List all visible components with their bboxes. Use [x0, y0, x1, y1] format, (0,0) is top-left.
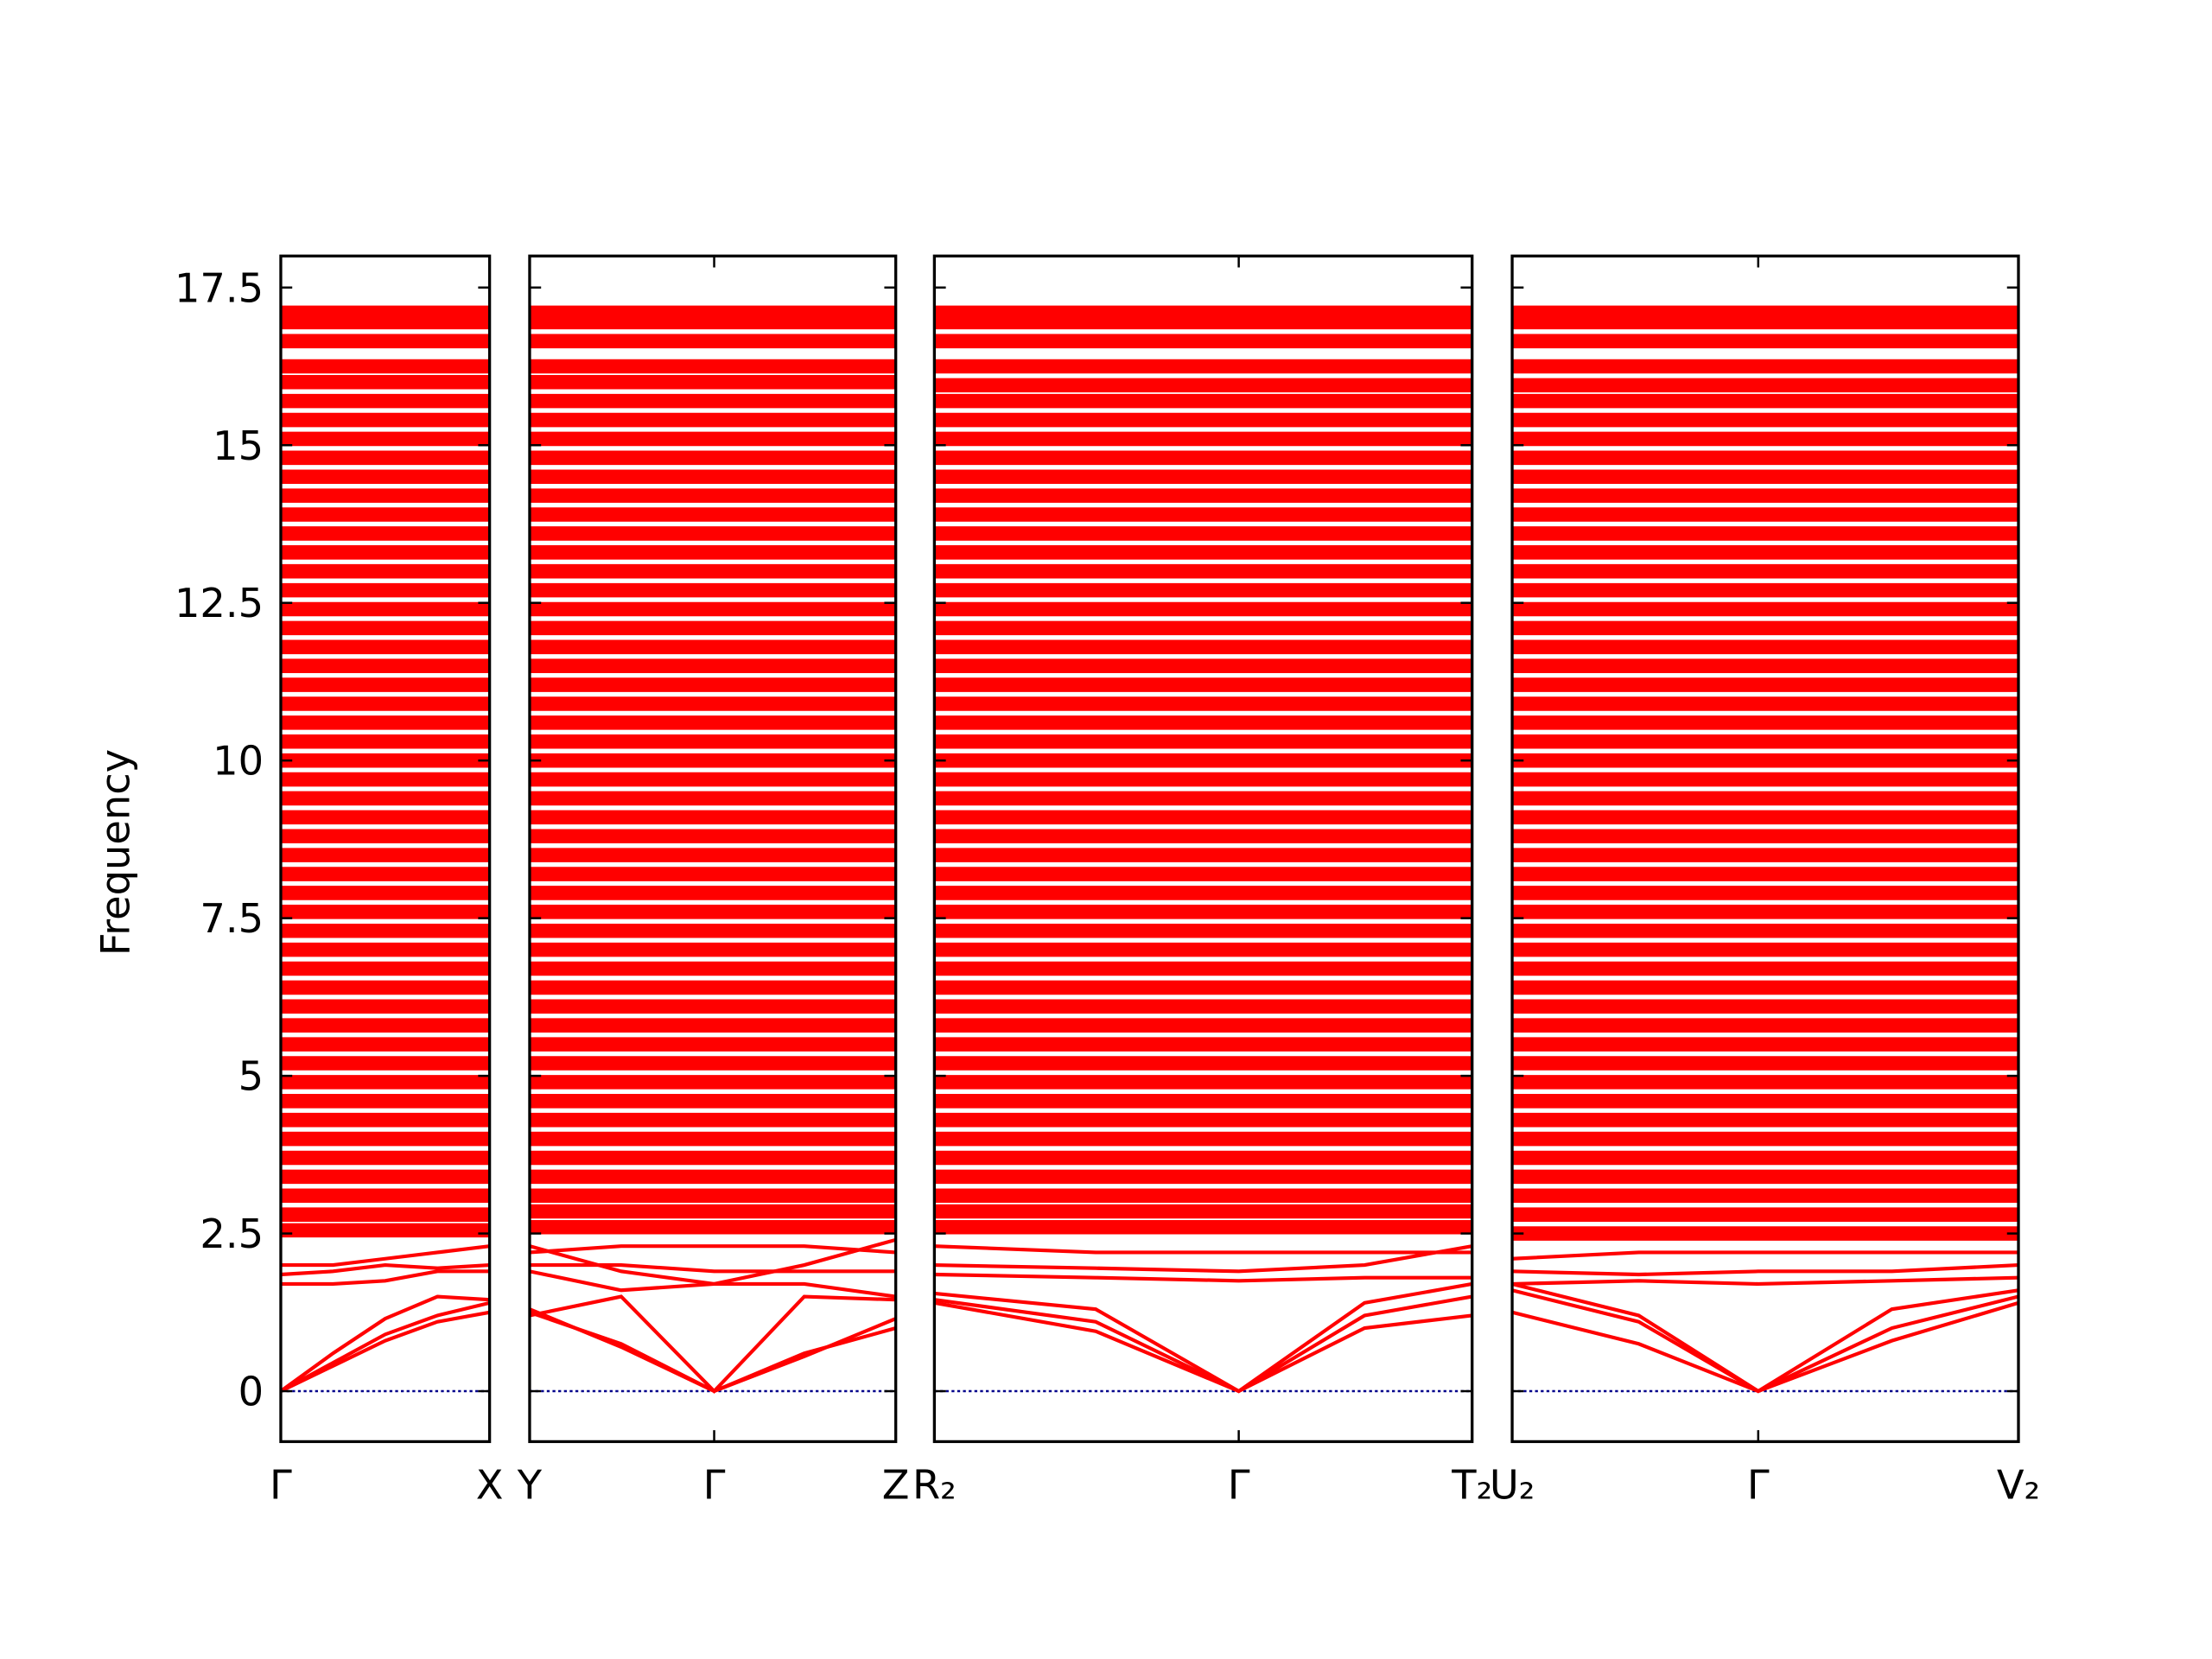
axes-frame	[279, 254, 492, 1444]
x-tick-label: U₂	[1490, 1462, 1535, 1509]
band-line	[280, 1310, 490, 1393]
band-line	[934, 1244, 1472, 1255]
plot-area	[934, 305, 1472, 1394]
y-tick-label: 7.5	[200, 895, 264, 942]
band-line	[934, 1272, 1472, 1283]
y-tick-label: 0	[238, 1369, 264, 1415]
band-line	[280, 1300, 490, 1393]
band-line	[280, 1244, 490, 1268]
band-line	[1512, 1281, 2018, 1394]
axes-frame	[1510, 254, 2020, 1444]
x-tick-label: Γ	[1747, 1462, 1770, 1509]
band-line	[529, 1310, 896, 1394]
band-line	[1512, 1250, 2018, 1261]
band-line	[1512, 1262, 2018, 1277]
band-line	[1512, 1275, 2018, 1287]
y-tick-label: 15	[213, 423, 264, 469]
x-tick-label: V₂	[1997, 1462, 2040, 1509]
plot-area	[529, 305, 896, 1395]
axes-frame	[528, 254, 898, 1444]
band-line	[280, 1262, 490, 1277]
band-line	[529, 1262, 896, 1274]
x-tick-label: Γ	[270, 1462, 292, 1509]
y-axis-label: Frequency	[92, 749, 139, 956]
band-line	[934, 1281, 1472, 1394]
x-tick-label: T₂	[1451, 1462, 1492, 1509]
band-line	[529, 1294, 896, 1395]
band-line	[529, 1237, 896, 1287]
band-line	[1512, 1288, 2018, 1394]
x-tick-label: X	[476, 1462, 504, 1509]
y-tick-label: 10	[213, 738, 264, 785]
x-tick-label: Γ	[1228, 1462, 1250, 1509]
band-line	[280, 1294, 490, 1393]
band-line	[934, 1244, 1472, 1274]
y-tick-label: 17.5	[175, 264, 264, 311]
y-tick-label: 2.5	[200, 1211, 264, 1257]
y-tick-label: 5	[238, 1053, 264, 1100]
x-tick-label: Z	[882, 1462, 910, 1509]
x-tick-label: R₂	[912, 1462, 957, 1509]
band-line	[529, 1244, 896, 1255]
x-tick-label: Y	[517, 1462, 543, 1509]
axes-frame	[932, 254, 1474, 1444]
band-line	[280, 1269, 490, 1287]
plot-area	[280, 305, 490, 1393]
x-tick-label: Γ	[703, 1462, 726, 1509]
y-tick-label: 12.5	[175, 580, 264, 626]
plot-area	[1512, 305, 2018, 1394]
band-line	[529, 1307, 896, 1394]
